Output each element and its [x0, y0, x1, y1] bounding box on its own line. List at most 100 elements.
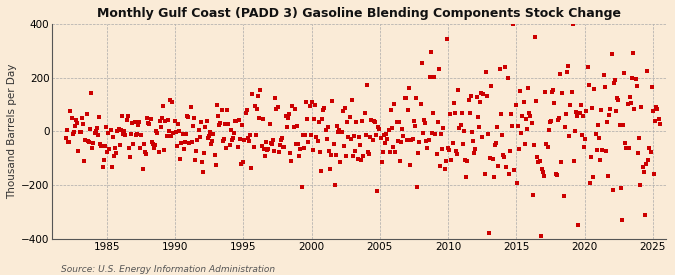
Point — [180, 139, 190, 144]
Point — [621, 146, 632, 151]
Point — [173, 129, 184, 134]
Point — [224, 143, 235, 147]
Point — [650, 118, 661, 123]
Point — [196, 120, 207, 124]
Point — [102, 150, 113, 154]
Point — [151, 128, 162, 133]
Point — [560, 112, 571, 116]
Point — [476, 91, 487, 96]
Point — [327, 98, 338, 103]
Point — [637, 165, 648, 170]
Point — [613, 98, 624, 102]
Point — [651, 105, 661, 109]
Point — [398, 134, 409, 139]
Point — [110, 146, 121, 150]
Point — [84, 140, 95, 144]
Point — [340, 106, 350, 111]
Point — [527, 193, 538, 197]
Point — [620, 141, 630, 145]
Point — [531, 99, 541, 103]
Point — [160, 119, 171, 123]
Point — [369, 119, 379, 123]
Point — [320, 128, 331, 132]
Point — [178, 132, 188, 136]
Point — [147, 141, 158, 146]
Point — [78, 122, 88, 126]
Point — [230, 119, 240, 123]
Point — [395, 158, 406, 163]
Point — [252, 107, 263, 112]
Point — [456, 111, 467, 116]
Point — [504, 149, 515, 153]
Point — [168, 131, 179, 136]
Point — [575, 103, 586, 107]
Point — [596, 108, 607, 112]
Point — [76, 130, 86, 134]
Point — [310, 103, 321, 108]
Point — [374, 127, 385, 131]
Point — [279, 145, 290, 149]
Point — [451, 149, 462, 153]
Point — [383, 128, 394, 132]
Point — [64, 140, 75, 144]
Point — [344, 115, 355, 119]
Point — [207, 138, 218, 143]
Point — [478, 92, 489, 96]
Point — [91, 126, 102, 130]
Point — [275, 143, 286, 147]
Point — [262, 148, 273, 153]
Point — [653, 117, 664, 122]
Point — [631, 84, 642, 89]
Point — [194, 135, 205, 139]
Point — [313, 139, 323, 144]
Point — [423, 138, 434, 142]
Point — [263, 147, 274, 151]
Point — [499, 155, 510, 159]
Point — [522, 127, 533, 132]
Point — [539, 173, 549, 178]
Point — [583, 83, 594, 87]
Point — [170, 130, 181, 134]
Point — [273, 150, 284, 154]
Point — [358, 153, 369, 158]
Point — [87, 146, 98, 150]
Point — [534, 159, 545, 163]
Point — [305, 133, 316, 137]
Point — [113, 127, 124, 131]
Point — [425, 49, 436, 54]
Point — [257, 117, 268, 121]
Point — [193, 128, 204, 132]
Point — [261, 139, 271, 144]
Point — [589, 87, 600, 92]
Point — [405, 163, 416, 167]
Point — [336, 130, 347, 134]
Point — [647, 108, 658, 113]
Point — [581, 109, 592, 113]
Point — [306, 100, 317, 104]
Point — [501, 165, 512, 170]
Point — [234, 118, 244, 122]
Point — [182, 114, 192, 118]
Point — [328, 142, 339, 147]
Point — [593, 136, 604, 140]
Point — [333, 130, 344, 134]
Point — [588, 175, 599, 180]
Point — [396, 140, 406, 144]
Point — [94, 115, 105, 119]
Point — [507, 124, 518, 128]
Point — [339, 144, 350, 148]
Point — [359, 111, 370, 115]
Point — [428, 110, 439, 115]
Point — [84, 127, 95, 131]
Point — [155, 125, 166, 130]
Point — [120, 133, 131, 137]
Point — [391, 119, 402, 124]
Point — [81, 111, 92, 116]
Point — [595, 158, 605, 163]
Point — [566, 90, 577, 94]
Point — [616, 218, 627, 223]
Point — [558, 194, 569, 198]
Point — [115, 128, 126, 132]
Point — [530, 34, 541, 39]
Point — [301, 100, 312, 104]
